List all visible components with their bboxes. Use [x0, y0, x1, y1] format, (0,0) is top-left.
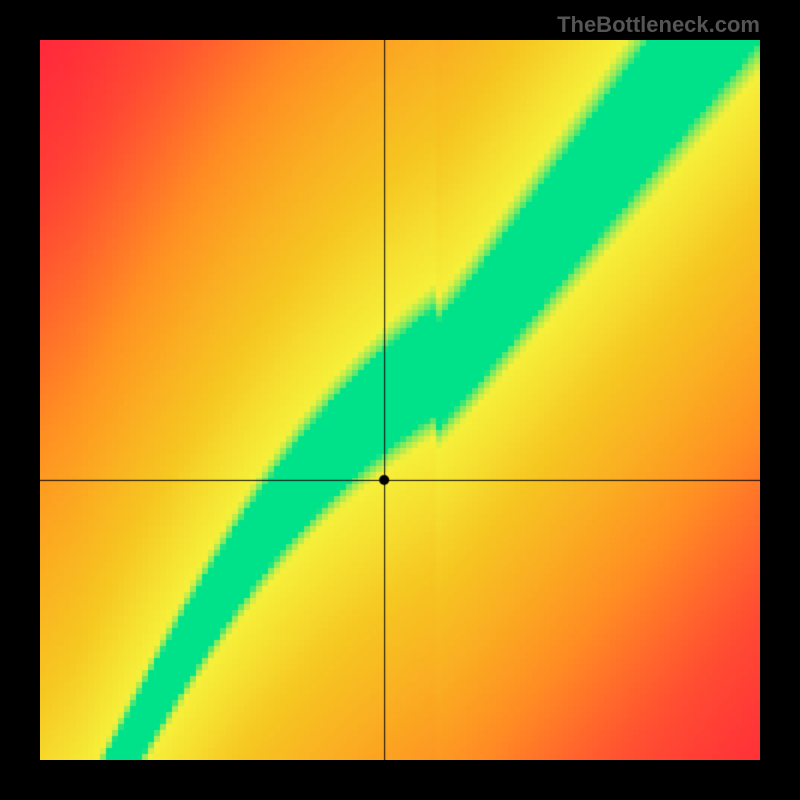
bottleneck-heatmap: [40, 40, 760, 760]
chart-container: TheBottleneck.com: [0, 0, 800, 800]
watermark-text: TheBottleneck.com: [557, 12, 760, 38]
